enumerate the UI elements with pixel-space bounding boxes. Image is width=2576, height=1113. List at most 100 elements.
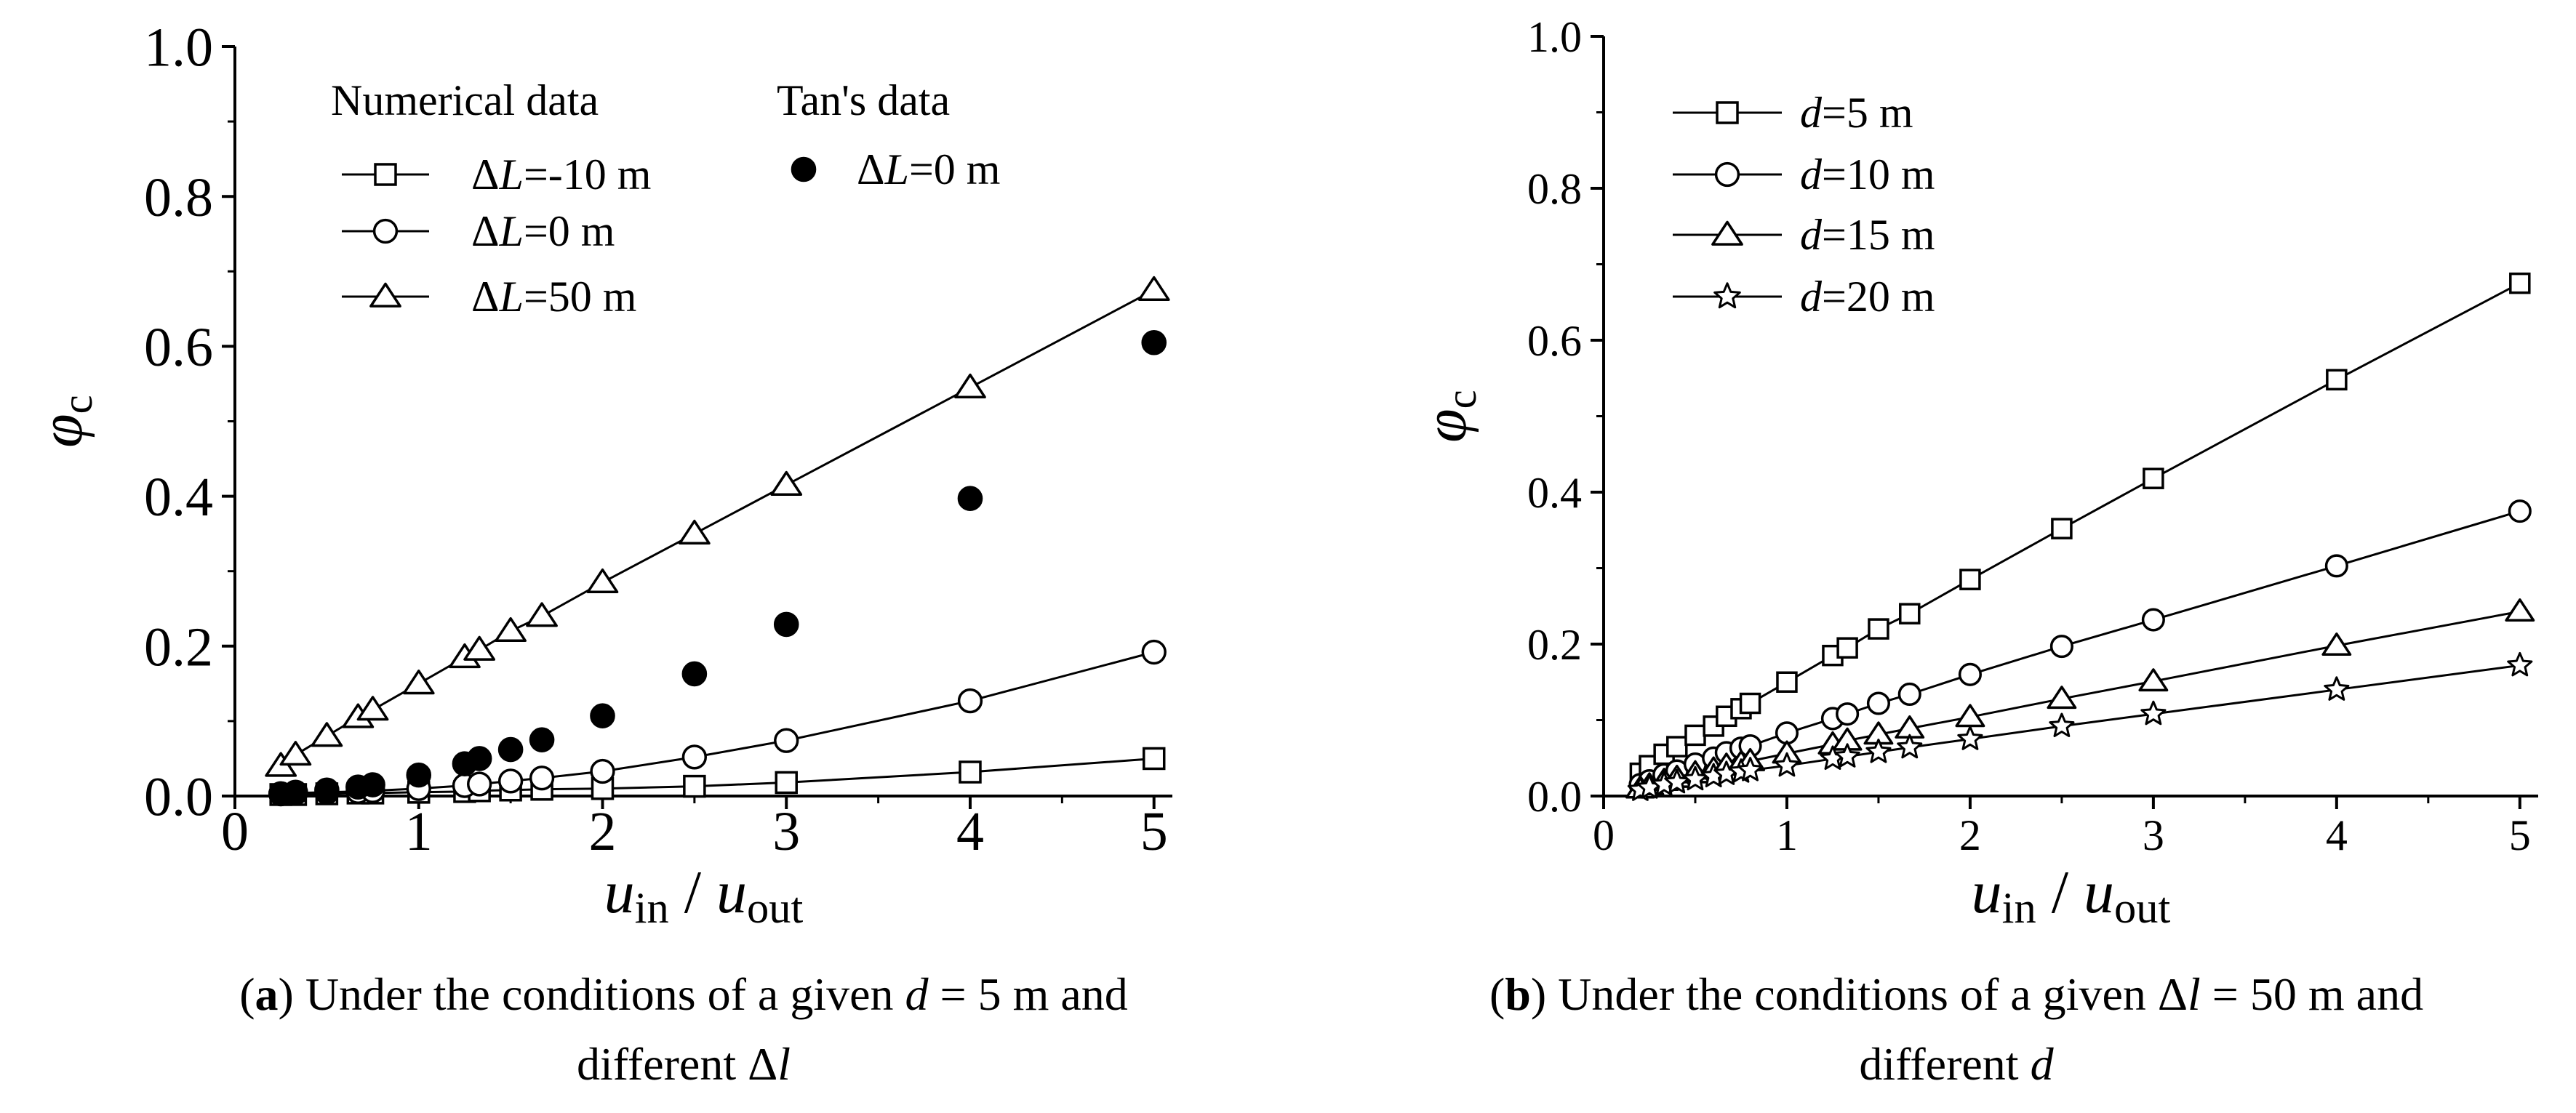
legend-marker bbox=[369, 282, 401, 308]
legend-label-value: =5 m bbox=[1822, 89, 1913, 137]
data-point bbox=[497, 768, 524, 794]
x-tick-label: 5 bbox=[1140, 801, 1168, 862]
x-axis-label-out: out bbox=[747, 884, 803, 933]
legend-marker bbox=[1716, 101, 1739, 124]
legend-label-delta: Δ bbox=[857, 145, 885, 193]
data-point bbox=[775, 771, 798, 795]
caption-a-letter: a bbox=[255, 968, 279, 1020]
caption-a-l: l bbox=[777, 1038, 791, 1090]
x-axis-label: uin / uout bbox=[604, 859, 804, 933]
y-tick-label: 0.8 bbox=[1527, 165, 1582, 213]
legend-label-var: L bbox=[499, 150, 524, 198]
legend-label-var: L bbox=[884, 145, 909, 193]
data-point bbox=[954, 373, 986, 398]
caption-a: (a) Under the conditions of a given d = … bbox=[239, 968, 1128, 1090]
y-axis-label-sub: c bbox=[54, 395, 101, 414]
x-tick-label: 3 bbox=[2143, 811, 2164, 859]
legend-label-var: d bbox=[1800, 273, 1823, 321]
data-point bbox=[1836, 637, 1858, 659]
series-line bbox=[1639, 510, 2521, 786]
data-point bbox=[463, 635, 496, 661]
data-point bbox=[1866, 691, 1890, 715]
data-point bbox=[2509, 272, 2531, 294]
legend-label-delta: Δ bbox=[471, 150, 500, 198]
y-tick-label: 1.0 bbox=[1527, 13, 1582, 61]
legend-label-value: =20 m bbox=[1822, 273, 1935, 321]
series-3 bbox=[1627, 651, 2533, 801]
y-tick-label: 0.4 bbox=[1527, 469, 1582, 517]
data-point bbox=[1775, 721, 1799, 745]
x-tick-label: 0 bbox=[221, 801, 249, 862]
y-tick-label: 0.0 bbox=[1527, 773, 1582, 821]
legend-label: ΔL=0 m bbox=[857, 145, 1000, 193]
x-axis-label-slash: / bbox=[669, 859, 716, 926]
legend-label-value: =0 m bbox=[909, 145, 1001, 193]
data-point bbox=[1897, 734, 1923, 759]
caption-a-text-3: different Δ bbox=[576, 1038, 778, 1090]
x-tick-label: 2 bbox=[1959, 811, 1981, 859]
caption-b-letter: b bbox=[1505, 968, 1531, 1020]
y-tick-label: 0.6 bbox=[144, 317, 213, 378]
data-point bbox=[314, 777, 340, 803]
x-axis-label-u2: u bbox=[716, 859, 747, 926]
y-axis-label-sub: c bbox=[1438, 390, 1485, 409]
series-0 bbox=[1629, 272, 2531, 784]
x-axis-label-slash: / bbox=[2036, 859, 2084, 926]
x-axis-label: uin / uout bbox=[1972, 859, 2171, 933]
data-point bbox=[1868, 618, 1889, 640]
series-line bbox=[1639, 282, 2521, 774]
legend-header-tan: Tan's data bbox=[777, 76, 950, 124]
x-axis-label-in: in bbox=[2002, 884, 2036, 933]
x-axis-label-u: u bbox=[1972, 859, 2002, 926]
x-axis-label-u2: u bbox=[2084, 859, 2114, 926]
data-point bbox=[526, 602, 558, 627]
series-1 bbox=[268, 639, 1167, 807]
legend-header-numerical: Numerical data bbox=[331, 76, 599, 124]
data-point bbox=[590, 758, 615, 784]
y-tick-label: 0.4 bbox=[144, 467, 213, 528]
data-point bbox=[681, 661, 708, 687]
data-point bbox=[360, 772, 385, 797]
data-point bbox=[1899, 603, 1921, 624]
data-point bbox=[1141, 639, 1167, 665]
x-tick-label: 1 bbox=[1776, 811, 1798, 859]
data-point bbox=[681, 744, 708, 770]
legend-label-value: =-10 m bbox=[524, 150, 652, 198]
y-tick-label: 0.6 bbox=[1527, 317, 1582, 365]
data-point bbox=[683, 774, 706, 798]
data-point bbox=[529, 727, 555, 752]
x-tick-label: 0 bbox=[1593, 811, 1615, 859]
data-point bbox=[356, 696, 389, 721]
caption-b-l: l bbox=[2188, 968, 2201, 1020]
legend-label: d=5 m bbox=[1800, 89, 1913, 137]
data-point bbox=[1737, 757, 1764, 781]
data-point bbox=[2321, 632, 2352, 656]
data-point bbox=[1141, 329, 1167, 355]
y-axis-label: φc bbox=[28, 395, 101, 448]
legend-label-var: d bbox=[1800, 89, 1823, 137]
series-3 bbox=[268, 329, 1167, 807]
data-point bbox=[1897, 682, 1921, 707]
legend-label-var: d bbox=[1800, 150, 1823, 198]
data-point bbox=[678, 519, 711, 545]
x-tick-label: 3 bbox=[772, 801, 800, 862]
legend-label: ΔL=-10 m bbox=[471, 150, 651, 198]
y-axis-label-phi: φ bbox=[28, 414, 95, 447]
data-point bbox=[2049, 712, 2075, 737]
x-axis-label-u: u bbox=[604, 859, 635, 926]
legend-label-value: =50 m bbox=[524, 273, 637, 321]
data-point bbox=[1739, 692, 1761, 715]
data-point bbox=[1957, 726, 1983, 750]
data-point bbox=[2505, 598, 2535, 622]
legend-label-value: =0 m bbox=[524, 207, 615, 255]
data-point bbox=[311, 722, 343, 747]
caption-a-d: d bbox=[905, 968, 929, 1020]
legend-label: ΔL=50 m bbox=[471, 273, 636, 321]
y-tick-label: 0.8 bbox=[144, 167, 213, 228]
data-point bbox=[590, 703, 615, 728]
y-tick-label: 1.0 bbox=[144, 17, 213, 79]
caption-b-d: d bbox=[2030, 1038, 2054, 1090]
